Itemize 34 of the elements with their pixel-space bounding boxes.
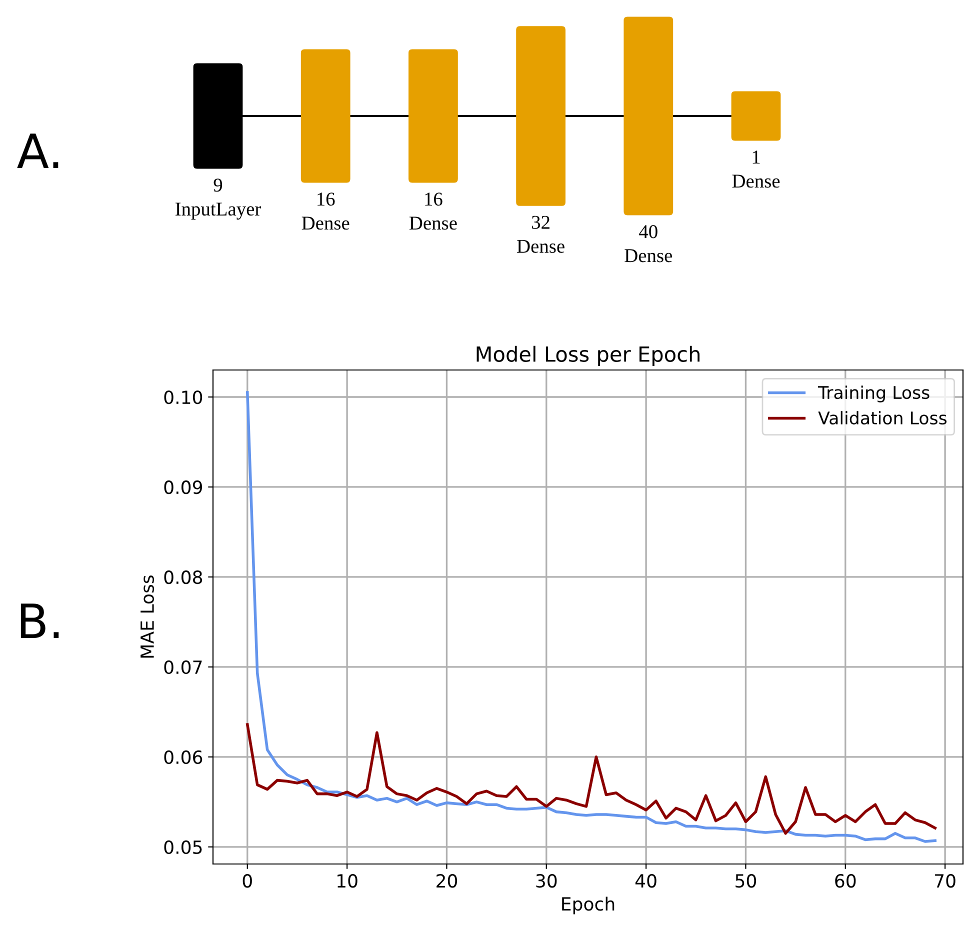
y-tick-label: 0.05 xyxy=(164,840,202,854)
x-axis-title: Epoch xyxy=(562,896,614,914)
category-label: Dense xyxy=(302,216,350,230)
y-tick-label: 0.09 xyxy=(164,480,202,494)
x-tick-label: 10 xyxy=(338,874,358,888)
category-label: Dense xyxy=(732,174,780,188)
data-label: 16 xyxy=(318,192,335,206)
text: B. xyxy=(20,604,59,638)
y-tick-label: 0.10 xyxy=(164,390,202,404)
data-label: 9 xyxy=(214,178,222,192)
y-tick-label: 0.06 xyxy=(164,750,202,764)
data-label: 32 xyxy=(532,216,550,229)
text: A. xyxy=(17,134,58,168)
y-tick-label: 0.08 xyxy=(164,570,202,584)
data-label: 40 xyxy=(639,225,658,238)
category-label: Dense xyxy=(624,249,672,262)
x-tick-label: 20 xyxy=(436,874,458,888)
legend-label: Training Loss xyxy=(818,386,930,402)
category-label: Dense xyxy=(409,216,457,230)
chart-title: Model Loss per Epoch xyxy=(476,346,700,366)
y-tick-label: 0.07 xyxy=(164,660,202,674)
category-label: Dense xyxy=(517,240,564,253)
x-tick-label: 40 xyxy=(635,874,656,888)
x-tick-label: 30 xyxy=(536,874,557,888)
y-axis-title: MAE Loss xyxy=(140,576,154,658)
data-label: 1 xyxy=(752,150,760,164)
line-series xyxy=(246,723,936,835)
data-label: 16 xyxy=(425,192,442,206)
x-tick-label: 50 xyxy=(736,874,756,888)
x-tick-label: 70 xyxy=(935,874,956,888)
legend-label: Validation Loss xyxy=(818,411,947,425)
category-label: InputLayer xyxy=(176,202,262,220)
x-tick-label: 0 xyxy=(242,874,252,888)
x-tick-label: 60 xyxy=(835,874,856,888)
